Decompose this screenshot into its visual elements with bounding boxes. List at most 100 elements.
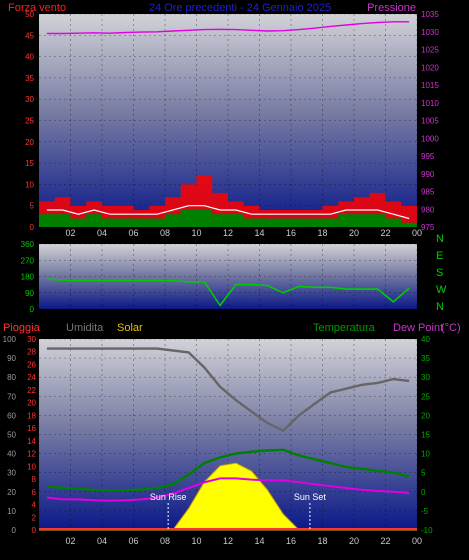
wind-avg-bar <box>338 214 354 227</box>
label-dewpoint: Dew Point <box>393 322 443 334</box>
wind-avg-bar <box>180 209 197 227</box>
rain-tick-label: 8 <box>32 475 37 484</box>
y-left-tick-label: 35 <box>25 74 34 83</box>
x-tick-label: 10 <box>191 536 201 546</box>
temp-tick-label: 30 <box>421 373 430 382</box>
humidity-line <box>46 347 410 433</box>
x-tick-label: 12 <box>223 536 233 546</box>
dir-tick-label: 0 <box>30 305 35 314</box>
label-solar: Solar <box>117 322 143 334</box>
rain-tick-label: 4 <box>32 501 37 510</box>
wind-avg-bar <box>306 218 323 227</box>
wind-avg-bar <box>401 222 417 227</box>
compass-label: E <box>436 250 443 262</box>
humidity-tick-label: 50 <box>7 431 16 440</box>
temp-tick-label: 20 <box>421 411 430 420</box>
temp-tick-label: 25 <box>421 392 430 401</box>
y-right-tick-label: 990 <box>421 170 435 179</box>
x-tick-label: 08 <box>160 228 170 238</box>
label-rain: Pioggia <box>3 322 41 334</box>
wind-avg-bar <box>196 209 213 227</box>
header-title: 24 Ore precedenti - 24 Gennaio 2025 <box>149 2 331 14</box>
y-left-tick-label: 5 <box>30 202 35 211</box>
rain-tick-label: 10 <box>27 462 36 471</box>
rain-tick-label: 22 <box>27 386 36 395</box>
label-unit-c: (°C) <box>441 322 461 334</box>
x-tick-label: 02 <box>65 536 75 546</box>
wind-avg-bar <box>212 214 228 227</box>
temp-tick-label: 5 <box>421 469 426 478</box>
wind-direction-line <box>46 278 410 307</box>
humidity-tick-label: 80 <box>7 373 16 382</box>
wind-avg-bar <box>70 218 87 227</box>
dir-tick-label: 270 <box>21 256 35 265</box>
rain-tick-label: 14 <box>27 437 36 446</box>
y-left-tick-label: 50 <box>25 10 34 19</box>
y-right-tick-label: 1015 <box>421 81 439 90</box>
sun-label-sunrise: Sun Rise <box>150 492 187 502</box>
wind-avg-bar <box>102 218 118 227</box>
humidity-tick-label: 0 <box>12 526 17 535</box>
rain-tick-label: 20 <box>27 399 36 408</box>
y-left-tick-label: 20 <box>25 138 34 147</box>
wind-avg-bar <box>39 214 55 227</box>
y-right-tick-label: 1020 <box>421 63 439 72</box>
x-tick-label: 18 <box>317 228 327 238</box>
wind-avg-bar <box>322 218 339 227</box>
x-tick-label: 00 <box>412 228 422 238</box>
temp-tick-label: -5 <box>421 507 429 516</box>
wind-avg-bar <box>117 218 134 227</box>
x-tick-label: 16 <box>286 536 296 546</box>
x-tick-label: 04 <box>97 536 107 546</box>
wind-avg-bar <box>291 218 307 227</box>
humidity-tick-label: 40 <box>7 450 16 459</box>
rain-tick-label: 30 <box>27 335 36 344</box>
rain-tick-label: 26 <box>27 360 36 369</box>
rain-tick-label: 18 <box>27 411 36 420</box>
sun-label-sunset: Sun Set <box>294 492 327 502</box>
y-left-tick-label: 30 <box>25 95 34 104</box>
header-left-label: Forza vento <box>8 2 66 14</box>
x-tick-label: 06 <box>128 228 138 238</box>
y-right-tick-label: 1010 <box>421 99 439 108</box>
x-tick-label: 22 <box>380 536 390 546</box>
y-left-tick-label: 40 <box>25 53 34 62</box>
y-right-tick-label: 985 <box>421 188 435 197</box>
y-left-tick-label: 45 <box>25 31 34 40</box>
temperature-line <box>46 448 410 492</box>
wind-avg-bar <box>165 214 181 227</box>
x-tick-label: 10 <box>191 228 201 238</box>
wind-avg-bar <box>369 214 386 227</box>
temp-tick-label: 10 <box>421 450 430 459</box>
rain-tick-label: 0 <box>32 526 37 535</box>
wind-avg-bar <box>149 218 165 227</box>
wind-avg-bar <box>133 218 150 227</box>
wind-avg-bar <box>54 214 71 227</box>
x-tick-label: 00 <box>412 536 422 546</box>
wind-avg-bar <box>259 218 276 227</box>
x-tick-label: 16 <box>286 228 296 238</box>
x-tick-label: 22 <box>380 228 390 238</box>
x-tick-label: 12 <box>223 228 233 238</box>
wind-gust-bar <box>401 205 417 227</box>
rain-tick-label: 2 <box>32 513 37 522</box>
y-left-tick-label: 10 <box>25 180 34 189</box>
x-tick-label: 08 <box>160 536 170 546</box>
y-right-tick-label: 1035 <box>421 10 439 19</box>
humidity-tick-label: 30 <box>7 469 16 478</box>
humidity-tick-label: 100 <box>3 335 17 344</box>
y-left-tick-label: 15 <box>25 159 34 168</box>
temp-tick-label: 40 <box>421 335 430 344</box>
y-right-tick-label: 1005 <box>421 117 439 126</box>
rain-tick-label: 12 <box>27 450 36 459</box>
humidity-tick-label: 90 <box>7 354 16 363</box>
pressure-line <box>46 21 410 35</box>
y-right-tick-label: 975 <box>421 223 435 232</box>
compass-label: N <box>436 301 444 313</box>
x-tick-label: 04 <box>97 228 107 238</box>
compass-label: N <box>436 233 444 245</box>
x-tick-label: 02 <box>65 228 75 238</box>
humidity-tick-label: 20 <box>7 488 16 497</box>
